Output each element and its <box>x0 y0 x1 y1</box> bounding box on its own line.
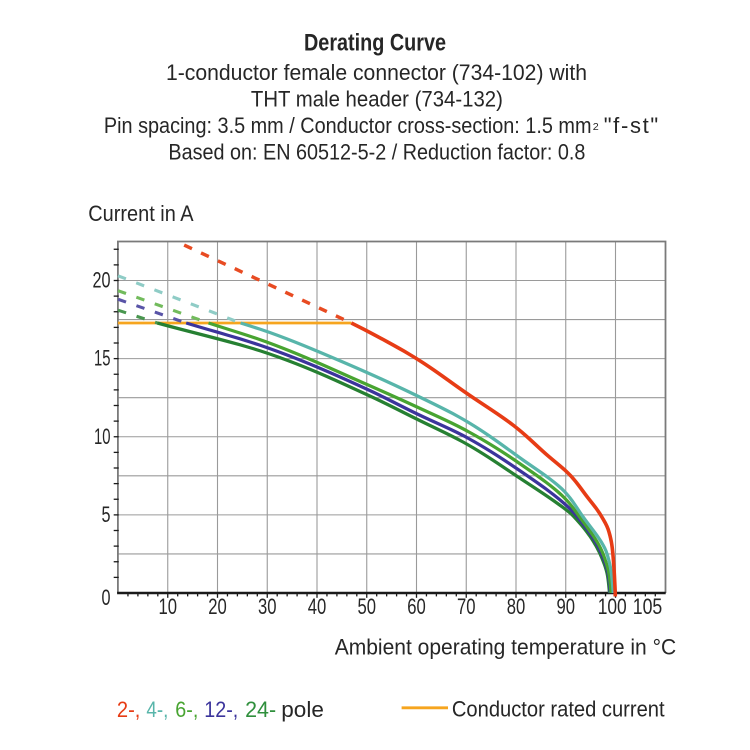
svg-text:80: 80 <box>507 594 526 619</box>
svg-text:70: 70 <box>457 594 476 619</box>
svg-text:10: 10 <box>94 424 111 449</box>
svg-text:Derating Curve: Derating Curve <box>304 30 446 57</box>
svg-text:24-: 24- <box>245 697 276 722</box>
svg-text:40: 40 <box>308 594 327 619</box>
svg-text:10: 10 <box>159 594 178 619</box>
svg-text:Conductor rated current: Conductor rated current <box>452 697 665 722</box>
svg-text:pole: pole <box>281 697 324 722</box>
svg-text:20: 20 <box>208 594 227 619</box>
svg-text:0: 0 <box>102 585 111 610</box>
svg-text:4-,: 4-, <box>146 697 168 722</box>
svg-text:5: 5 <box>102 502 111 527</box>
svg-text:1-conductor female connector (: 1-conductor female connector (734-102) w… <box>166 60 587 85</box>
svg-text:THT male header (734-132): THT male header (734-132) <box>251 87 503 112</box>
svg-text:100: 100 <box>598 594 627 619</box>
svg-text:60: 60 <box>407 594 426 619</box>
svg-text:50: 50 <box>358 594 377 619</box>
svg-text:Ambient operating temperature: Ambient operating temperature in °C <box>335 634 677 659</box>
svg-text:Current in A: Current in A <box>88 201 193 226</box>
svg-text:90: 90 <box>557 594 576 619</box>
svg-text:2-,: 2-, <box>117 697 140 722</box>
svg-text:6-,: 6-, <box>175 697 198 722</box>
svg-text:20: 20 <box>93 268 111 293</box>
svg-text:15: 15 <box>94 346 111 371</box>
svg-text:Pin spacing: 3.5 mm / Conducto: Pin spacing: 3.5 mm / Conductor cross-se… <box>104 113 592 138</box>
svg-text:2: 2 <box>593 121 599 133</box>
svg-text:12-,: 12-, <box>204 697 238 722</box>
svg-text:Based on: EN 60512-5-2 / Reduc: Based on: EN 60512-5-2 / Reduction facto… <box>168 140 585 165</box>
svg-text:30: 30 <box>258 594 277 619</box>
svg-text:105: 105 <box>633 594 663 619</box>
